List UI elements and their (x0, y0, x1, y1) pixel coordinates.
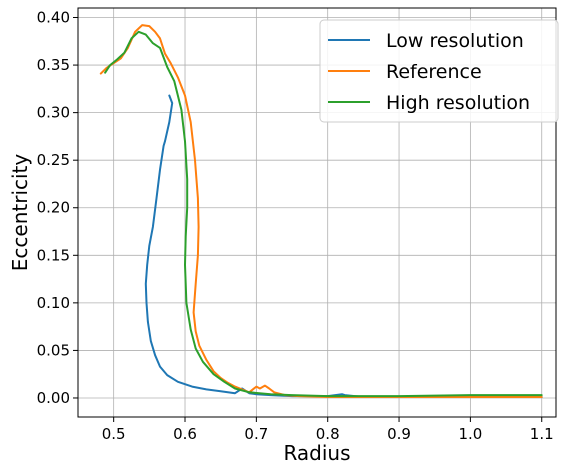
legend: Low resolution Reference High resolution (319, 19, 559, 123)
y-tick-label: 0.00 (37, 389, 70, 407)
legend-label-high-resolution: High resolution (386, 92, 530, 114)
x-tick-label: 0.7 (244, 425, 268, 443)
y-tick-label: 0.30 (37, 104, 70, 122)
x-tick-label: 1.0 (458, 425, 482, 443)
y-axis-label: Eccentricity (8, 154, 32, 272)
y-tick-label: 0.35 (37, 56, 70, 74)
plot-area (99, 24, 543, 398)
x-axis-ticks: 0.5 0.6 0.7 0.8 0.9 1.0 1.1 (102, 417, 554, 443)
legend-label-reference: Reference (386, 61, 482, 83)
x-tick-label: 0.8 (316, 425, 340, 443)
y-axis-ticks: 0.00 0.05 0.10 0.15 0.20 0.25 0.30 0.35 0.40 (37, 9, 78, 407)
x-axis-label: Radius (283, 441, 350, 464)
y-tick-label: 0.40 (37, 9, 70, 27)
legend-label-low-resolution: Low resolution (386, 30, 524, 52)
y-tick-label: 0.25 (37, 151, 70, 169)
x-tick-label: 0.5 (102, 425, 126, 443)
series-line-reference (99, 24, 543, 398)
x-tick-label: 1.1 (530, 425, 554, 443)
legend-box (319, 19, 559, 123)
grid-lines (78, 8, 556, 417)
y-tick-label: 0.15 (37, 246, 70, 264)
series-line-high-resolution (104, 30, 543, 398)
y-tick-label: 0.05 (37, 341, 70, 359)
x-tick-label: 0.9 (387, 425, 411, 443)
y-tick-label: 0.10 (37, 294, 70, 312)
x-tick-label: 0.6 (173, 425, 197, 443)
axes-frame (77, 7, 557, 418)
y-tick-label: 0.20 (37, 199, 70, 217)
